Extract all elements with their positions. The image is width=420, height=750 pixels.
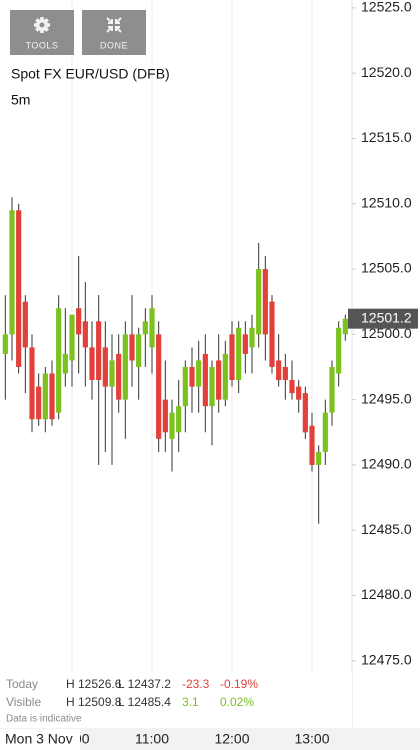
candle-body <box>129 334 135 361</box>
candle-body <box>296 386 302 400</box>
candle-body <box>282 366 288 381</box>
candle-body <box>56 308 62 413</box>
y-tick-label: 12525.0 <box>361 0 412 15</box>
gear-icon <box>34 17 50 33</box>
candle-body <box>36 386 42 420</box>
stats-label: Visible <box>6 695 41 709</box>
y-tick-label: 12485.0 <box>361 521 412 537</box>
candle-body <box>336 327 342 374</box>
stats: Today H 12526.6 L 12437.2 -23.3 -0.19% V… <box>6 677 258 724</box>
y-tick-label: 12495.0 <box>361 390 412 406</box>
x-tick-label: 11:00 <box>135 731 169 747</box>
y-tick-label: 12515.0 <box>361 129 412 145</box>
candle-body <box>136 334 142 367</box>
date-label: Mon 3 Nov <box>5 731 73 747</box>
candle-body <box>96 321 102 381</box>
candle-body <box>302 393 308 433</box>
candle-body <box>109 360 115 387</box>
stats-high: H 12526.6 <box>66 677 122 691</box>
candle-body <box>122 334 128 400</box>
candle-body <box>256 269 262 335</box>
candle-body <box>69 314 75 361</box>
stats-low: L 12437.2 <box>118 677 171 691</box>
y-tick-label: 12505.0 <box>361 260 412 276</box>
candle-body <box>242 334 248 354</box>
candle-body <box>82 321 88 348</box>
y-tick-label: 12490.0 <box>361 456 412 472</box>
candle-body <box>102 347 108 387</box>
candle-body <box>202 353 208 407</box>
candle-body <box>236 327 242 381</box>
y-tick-label: 12480.0 <box>361 586 412 602</box>
candle-body <box>42 373 48 420</box>
candle-body <box>329 366 335 413</box>
candle-body <box>156 334 162 439</box>
candle-body <box>262 269 268 335</box>
candle-body <box>276 360 282 381</box>
stats-change-pct: -0.19% <box>220 677 258 691</box>
candle-body <box>169 412 175 439</box>
stats-low: L 12485.4 <box>118 695 171 709</box>
candle-body <box>2 334 8 354</box>
y-tick-label: 12520.0 <box>361 64 412 80</box>
candle-body <box>76 308 82 335</box>
stats-panel <box>0 672 352 728</box>
candle-body <box>289 380 295 394</box>
toolbar: TOOLS DONE <box>10 10 146 55</box>
stats-change-pct: 0.02% <box>220 695 254 709</box>
done-button[interactable] <box>82 10 146 55</box>
candle-body <box>142 321 148 335</box>
candle-body <box>269 301 275 367</box>
y-tick-label: 12475.0 <box>361 652 412 668</box>
candle-body <box>189 366 195 387</box>
candle-body <box>209 366 215 407</box>
stats-change: 3.1 <box>182 695 199 709</box>
candle-body <box>176 406 182 433</box>
candle-body <box>222 353 228 400</box>
candle-body <box>182 366 188 407</box>
candle-body <box>9 210 15 335</box>
candle-body <box>89 347 95 381</box>
x-tick-label: 13:00 <box>294 731 329 747</box>
candle-body <box>342 318 348 335</box>
x-axis-bar <box>0 728 420 750</box>
stats-label: Today <box>6 677 38 691</box>
collapse-icon <box>106 17 122 33</box>
button-label: DONE <box>100 40 128 50</box>
date-box <box>0 729 80 750</box>
candle-body <box>49 373 55 420</box>
button-label: TOOLS <box>26 40 59 50</box>
candle-body <box>316 451 322 465</box>
disclaimer: Data is indicative <box>6 714 82 725</box>
candle-body <box>309 425 315 465</box>
stats-change: -23.3 <box>182 677 210 691</box>
candle-body <box>16 210 22 367</box>
x-tick-label: 12:00 <box>214 731 249 747</box>
candle-body <box>216 360 222 400</box>
interval-label: 5m <box>11 92 30 108</box>
candle-body <box>249 327 255 348</box>
instrument-title: Spot FX EUR/USD (DFB) <box>11 66 170 82</box>
y-tick-label: 12510.0 <box>361 194 412 210</box>
candle-body <box>149 308 155 348</box>
candle-body <box>116 353 122 400</box>
candle-body <box>196 360 202 387</box>
candle-body <box>162 399 168 433</box>
candle-body <box>22 301 28 348</box>
candle-body <box>322 412 328 452</box>
candle-body <box>29 347 35 420</box>
y-tick-label: 12500.0 <box>361 325 412 341</box>
price-tag <box>348 308 418 329</box>
price-tag-label: 12501.2 <box>361 309 412 325</box>
candle-body <box>62 353 68 374</box>
candle-body <box>229 334 235 381</box>
plot: 12525.0 12520.0 12515.0 12510.0 12505.0 12500… <box>2 0 418 728</box>
stats-high: H 12509.8 <box>66 695 122 709</box>
